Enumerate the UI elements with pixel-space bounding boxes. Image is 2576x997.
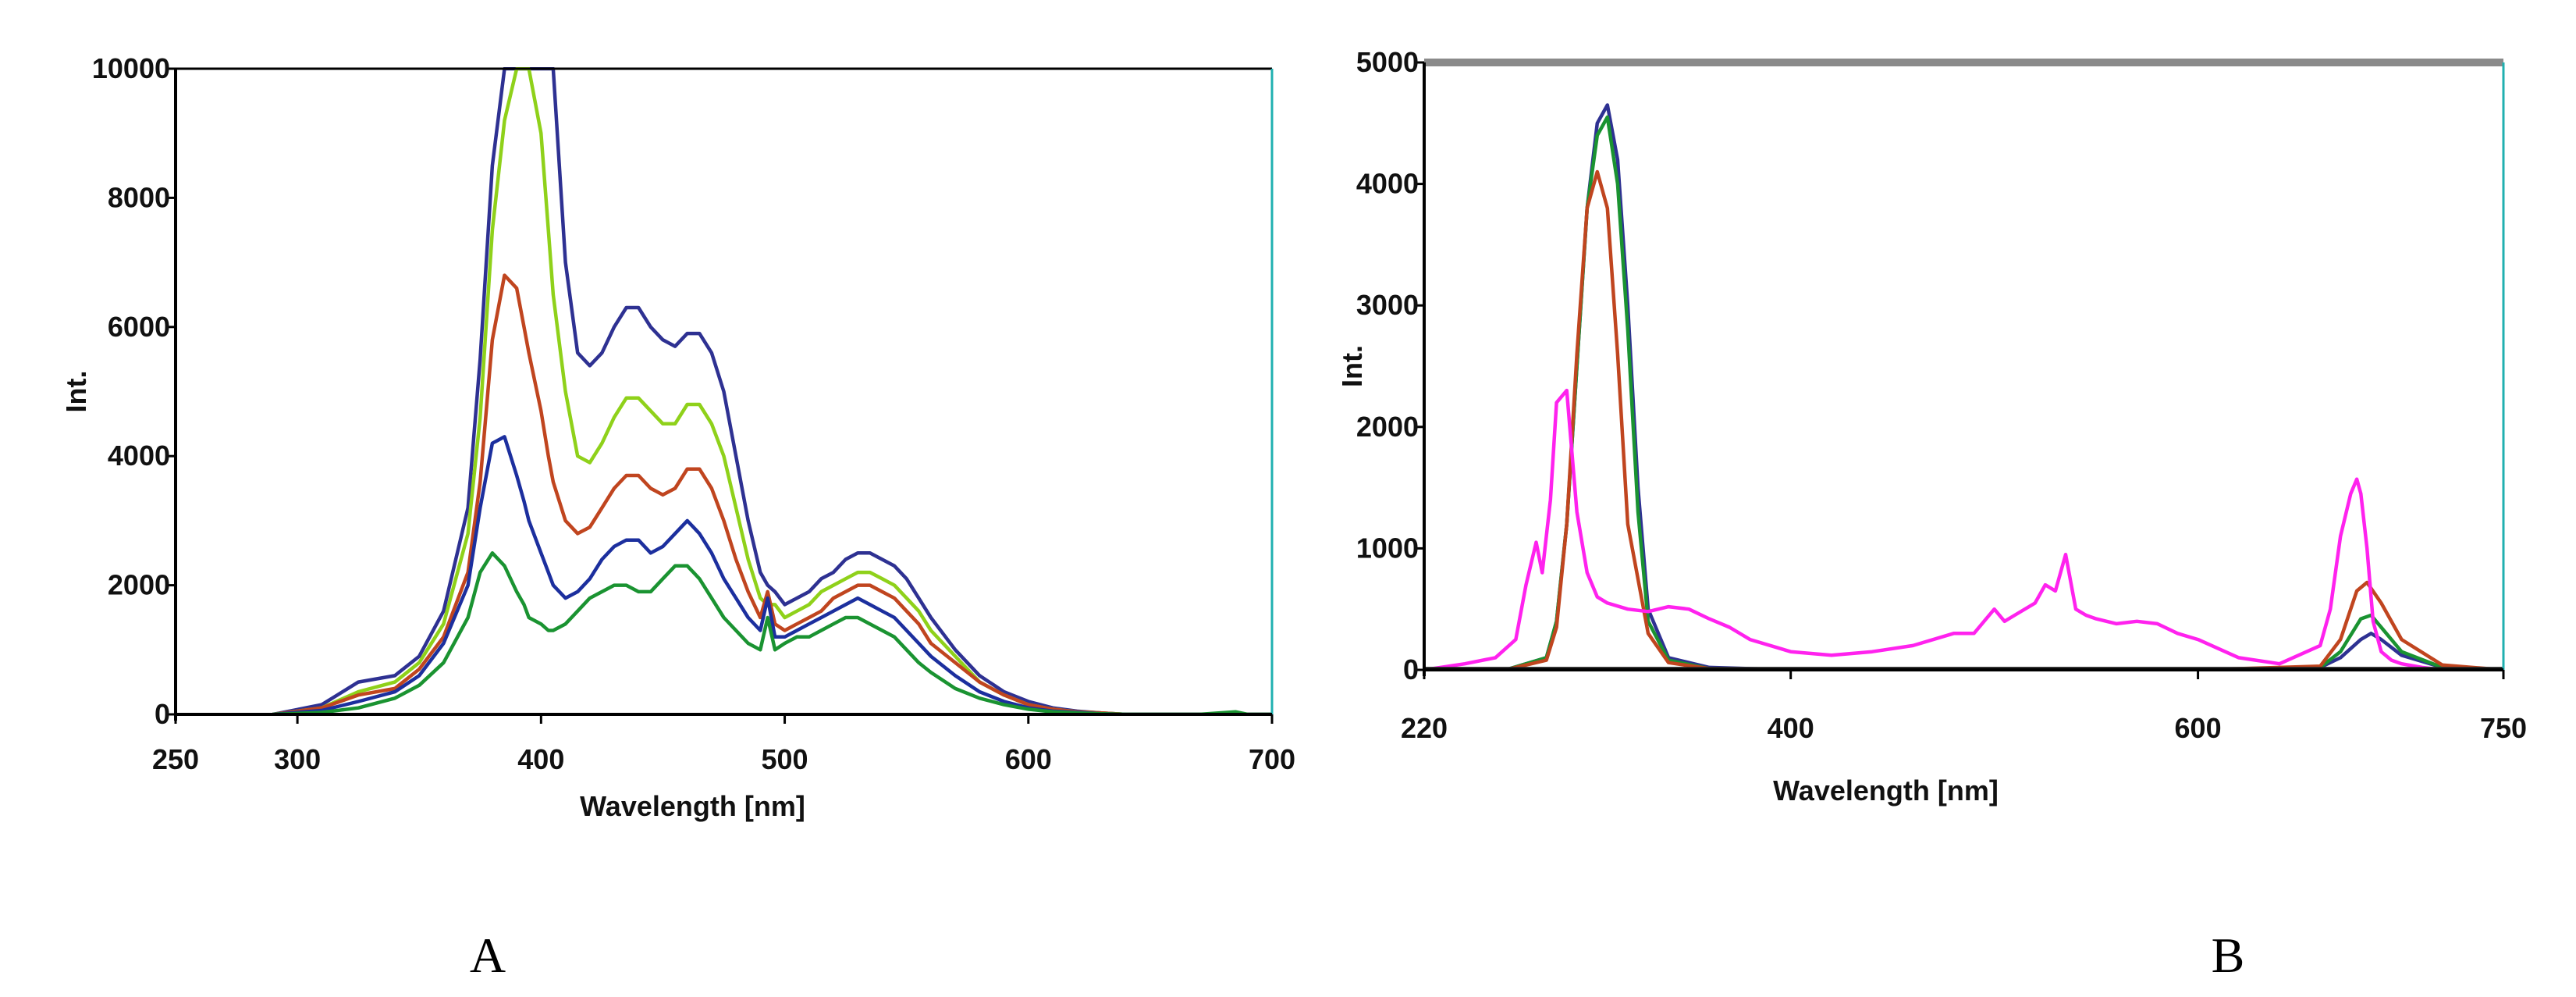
y-tick-label: 3000 (1356, 289, 1419, 321)
x-tick-label: 700 (1249, 743, 1295, 775)
series-group (1424, 103, 2503, 670)
series-line (271, 435, 1272, 714)
series-line (271, 273, 1272, 714)
y-tick-label: 8000 (108, 181, 170, 213)
y-tick-label: 2000 (1356, 411, 1419, 443)
x-tick-label: 220 (1401, 712, 1448, 744)
x-tick-label: 750 (2480, 712, 2527, 744)
x-tick-label: 600 (2175, 712, 2222, 744)
x-axis-label: Wavelength [nm] (1773, 774, 1999, 807)
x-tick-label: 500 (762, 743, 808, 775)
y-tick-label: 0 (1403, 653, 1419, 685)
x-tick-label: 400 (517, 743, 564, 775)
x-tick-label: 300 (274, 743, 321, 775)
x-tick-label: 600 (1005, 743, 1052, 775)
y-axis-label: Int. (1336, 345, 1368, 387)
chart-panel-a: 0 2000 4000 6000 8000 10000 250 300 400 500 600 700… (60, 52, 1295, 983)
y-tick-label: 2000 (108, 569, 170, 601)
x-axis-label: Wavelength [nm] (580, 790, 805, 822)
x-tick-label: 250 (152, 743, 199, 775)
series-line (271, 551, 1272, 714)
y-tick-label: 4000 (1356, 168, 1419, 200)
y-tick-label: 10000 (92, 52, 170, 84)
y-tick-label: 4000 (108, 440, 170, 472)
series-line (1424, 115, 2503, 670)
x-tick-label: 400 (1768, 712, 1814, 744)
y-tick-label: 0 (155, 698, 170, 730)
series-line (1424, 388, 2503, 670)
y-tick-label: 5000 (1356, 46, 1419, 78)
panel-label: A (470, 928, 506, 983)
panel-label: B (2212, 928, 2245, 983)
y-tick-label: 6000 (108, 311, 170, 343)
y-tick-label: 1000 (1356, 532, 1419, 564)
series-line (1424, 169, 2503, 670)
series-line (1424, 103, 2503, 670)
y-axis-label: Int. (60, 371, 92, 413)
chart-panel-b: 0 1000 2000 3000 4000 5000 220 400 600 750 Wavelen… (1336, 46, 2527, 983)
series-group (271, 67, 1272, 714)
